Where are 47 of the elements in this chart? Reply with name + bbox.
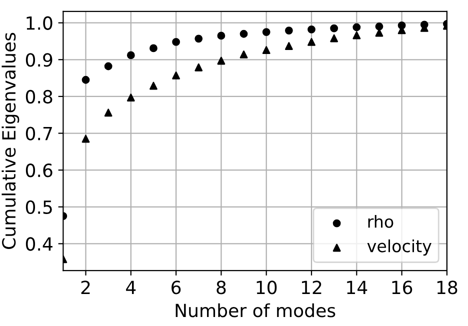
point: [330, 34, 338, 42]
point: [284, 42, 293, 50]
x-tick-label: 18: [437, 280, 458, 294]
y-tick-label: 0.6: [26, 164, 52, 178]
x-tick-label: 4: [126, 280, 136, 294]
point: [82, 134, 90, 143]
y-tick-label: 0.7: [26, 126, 52, 140]
point: [262, 28, 270, 36]
point: [352, 31, 361, 40]
x-tick-label: 2: [81, 280, 90, 294]
y-tick-label: 1.0: [26, 16, 52, 30]
point: [172, 72, 180, 80]
point: [150, 82, 158, 90]
point: [194, 34, 203, 43]
y-tick-label: 0.9: [26, 53, 52, 67]
x-axis-title: Number of modes: [176, 303, 336, 318]
point: [126, 51, 135, 60]
y-tick-label: 0.8: [26, 90, 52, 104]
x-tick-label: 10: [256, 280, 277, 294]
x-tick-label: 14: [347, 280, 368, 294]
point: [375, 22, 384, 30]
x-tick-label: 12: [302, 280, 322, 294]
point: [352, 23, 361, 32]
point: [194, 63, 203, 72]
point: [308, 25, 316, 34]
point: [150, 44, 158, 52]
y-tick-label: 0.4: [26, 237, 52, 251]
point: [240, 50, 248, 58]
legend-label: velocity: [367, 239, 432, 256]
point: [172, 38, 180, 46]
y-tick-label: 0.5: [26, 200, 52, 214]
point: [104, 108, 112, 117]
x-tick-label: 6: [172, 280, 181, 294]
x-tick-label: 8: [216, 280, 226, 294]
point: [284, 26, 293, 35]
point: [217, 56, 226, 65]
x-tick-label: 16: [392, 280, 412, 294]
point: [217, 32, 226, 40]
point: [262, 46, 270, 54]
point: [82, 76, 90, 84]
point: [308, 38, 316, 46]
point: [126, 94, 135, 102]
point: [240, 30, 248, 38]
point: [330, 24, 338, 32]
legend-label: rho: [368, 214, 394, 228]
point: [104, 62, 112, 70]
y-axis-title: Cumulative Eigenvalues: [2, 32, 20, 249]
